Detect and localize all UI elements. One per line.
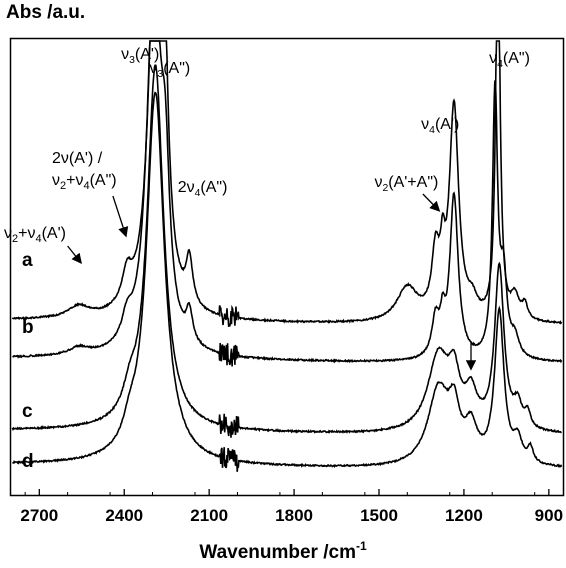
arrow-nu2nu4-A1 bbox=[67, 245, 82, 265]
x-axis-label: Wavenumber /cm-1 bbox=[0, 539, 566, 564]
peak-label-nu3A1: ν3(A') bbox=[121, 46, 159, 66]
y-axis-label: Abs /a.u. bbox=[6, 2, 86, 23]
x-ticks: 2700 2400 2100 1800 1500 1200 900 bbox=[20, 489, 563, 525]
series-label-d: d bbox=[22, 451, 34, 472]
peak-label-two_nu4: 2ν4(A") bbox=[178, 179, 228, 199]
x-tick-label: 900 bbox=[535, 506, 563, 525]
x-axis-label-exponent: -1 bbox=[355, 539, 367, 553]
plot-frame bbox=[9, 37, 565, 497]
label-2nu: 2ν(A') / bbox=[52, 150, 103, 167]
spectrum-c bbox=[11, 64, 562, 438]
x-tick-label: 1200 bbox=[445, 506, 483, 525]
x-tick-label: 1500 bbox=[360, 506, 398, 525]
peak-label-nu3A2: ν3(A") bbox=[149, 60, 190, 80]
peak-label-nu4A2b: ν4(A") bbox=[489, 50, 530, 70]
arrow-2nu bbox=[112, 195, 129, 238]
x-tick-label: 2400 bbox=[105, 506, 143, 525]
peak-label-nu2sum: ν2(A'+A") bbox=[374, 174, 438, 194]
series-label-a: a bbox=[22, 250, 33, 271]
label-nu2-nu4-A2: ν2+ν4(A") bbox=[52, 172, 117, 192]
label-nu2-nu4-A1: ν2+ν4(A') bbox=[4, 225, 66, 245]
spectrum-a bbox=[11, 40, 563, 327]
series-label-b: b bbox=[22, 317, 34, 338]
peak-label-nu4A1: ν4(A') bbox=[421, 116, 459, 136]
x-tick-label: 2700 bbox=[20, 506, 58, 525]
x-axis-label-text: Wavenumber /cm bbox=[199, 542, 356, 563]
spectra-curves: a b c d bbox=[11, 40, 563, 472]
arrow-nu2-sum bbox=[422, 193, 441, 212]
series-label-c: c bbox=[22, 401, 33, 422]
x-tick-label: 1800 bbox=[275, 506, 313, 525]
spectrum-b bbox=[12, 40, 563, 367]
x-tick-label: 2100 bbox=[190, 506, 228, 525]
spectrum-d bbox=[12, 91, 563, 472]
annotations: ν3(A')ν3(A") ν4(A") ν4(A') ν2(A'+A") 2ν4(A")… bbox=[4, 46, 530, 371]
